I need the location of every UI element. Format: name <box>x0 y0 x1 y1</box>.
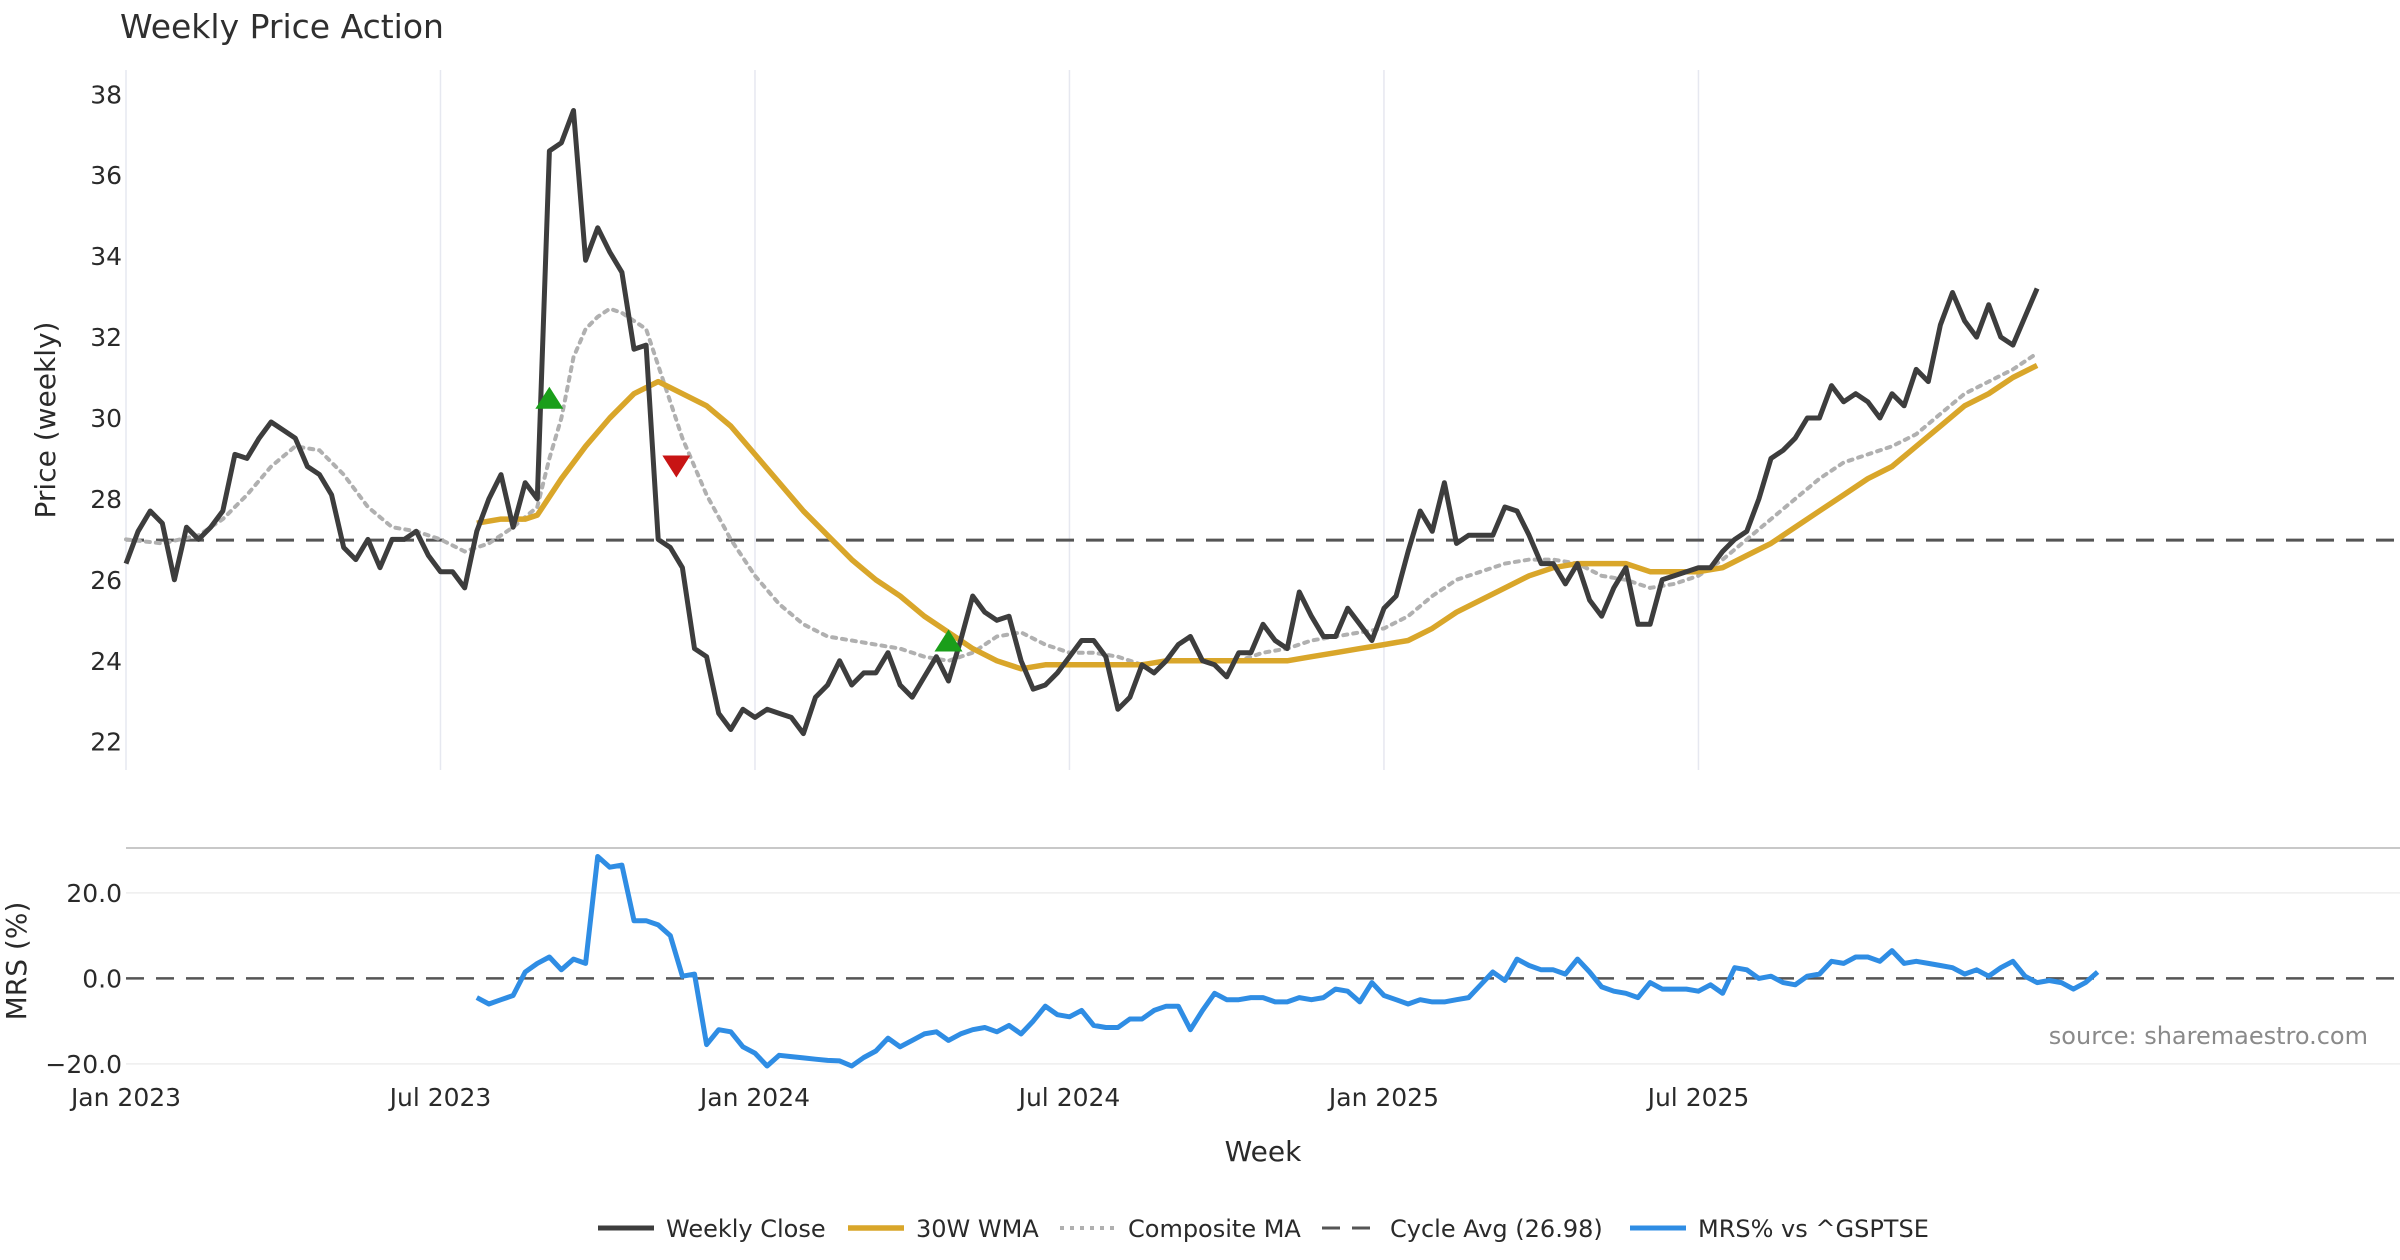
mrs-line <box>475 854 2100 1069</box>
buy-signal-marker <box>535 386 564 409</box>
mrs-y-ticks: 20.0 0.0 −20.0 <box>45 879 2400 1079</box>
source-label: source: sharemaestro.com <box>2049 1022 2368 1050</box>
price-y-ticks: 22 24 26 28 30 32 34 36 38 <box>90 80 122 756</box>
x-tick-label: Jan 2025 <box>1327 1083 1439 1112</box>
x-gridlines <box>125 70 1700 770</box>
chart-title: Weekly Price Action <box>120 7 444 46</box>
price-panel: 22 24 26 28 30 32 34 36 38 Price (weekly) <box>29 70 2400 770</box>
x-axis-label: Week <box>1225 1135 1302 1168</box>
mrs-y-tick-label: 0.0 <box>82 964 122 993</box>
price-y-tick-label: 38 <box>90 80 122 109</box>
legend-entry: MRS% vs ^GSPTSE <box>1698 1215 1929 1243</box>
legend: Weekly Close 30W WMA Composite MA Cycle Avg… <box>598 1215 1929 1243</box>
price-y-tick-label: 24 <box>90 647 122 676</box>
x-tick-label: Jul 2023 <box>388 1083 492 1112</box>
price-y-tick-label: 22 <box>90 728 122 757</box>
price-y-tick-label: 32 <box>90 323 122 352</box>
mrs-y-tick-label: −20.0 <box>45 1050 122 1079</box>
x-tick-label: Jul 2025 <box>1646 1083 1750 1112</box>
legend-entry: Weekly Close <box>666 1215 826 1243</box>
legend-entry: Cycle Avg (26.98) <box>1390 1215 1603 1243</box>
x-tick-label: Jan 2024 <box>698 1083 810 1112</box>
price-y-axis-label: Price (weekly) <box>29 322 62 519</box>
wma-30w-line <box>476 362 2039 672</box>
x-tick-label: Jul 2024 <box>1017 1083 1121 1112</box>
sell-signal-marker <box>662 455 691 478</box>
weekly-close-line <box>123 108 2040 737</box>
legend-entry: Composite MA <box>1128 1215 1301 1243</box>
legend-entry: 30W WMA <box>916 1215 1039 1243</box>
mrs-y-axis-label: MRS (%) <box>0 902 33 1021</box>
mrs-y-tick-label: 20.0 <box>66 879 122 908</box>
price-y-tick-label: 28 <box>90 485 122 514</box>
price-y-tick-label: 26 <box>90 566 122 595</box>
x-tick-labels: Jan 2023 Jul 2023 Jan 2024 Jul 2024 Jan 2025… <box>69 1083 1749 1112</box>
price-y-tick-label: 36 <box>90 161 122 190</box>
mrs-panel: 20.0 0.0 −20.0 MRS (%) source: sharemaestr… <box>0 847 2400 1079</box>
composite-ma-line <box>124 306 2040 667</box>
price-y-tick-label: 30 <box>90 404 122 433</box>
price-y-tick-label: 34 <box>90 242 122 271</box>
x-tick-label: Jan 2023 <box>69 1083 181 1112</box>
signal-markers <box>535 386 963 652</box>
buy-signal-marker <box>934 629 963 652</box>
